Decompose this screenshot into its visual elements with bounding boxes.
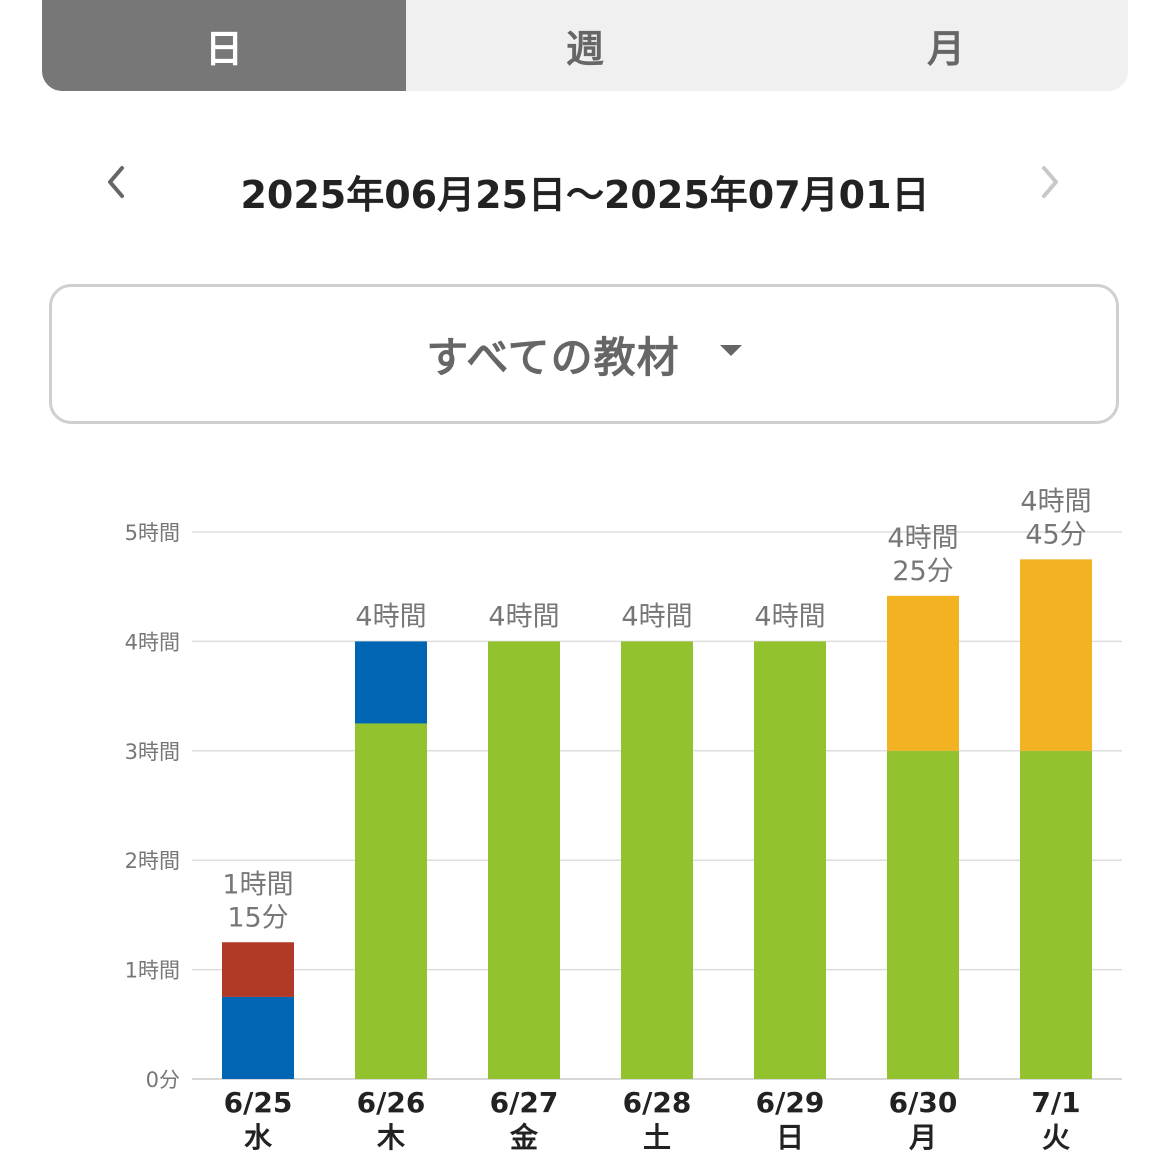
y-tick-label: 5時間 bbox=[125, 521, 180, 545]
x-tick-date: 6/28 bbox=[623, 1086, 692, 1119]
bar-segment bbox=[887, 750, 959, 1079]
x-tick-weekday: 火 bbox=[1042, 1121, 1070, 1154]
date-range-navigator: 2025年06月25日〜2025年07月01日 bbox=[0, 150, 1170, 230]
bar-segment bbox=[1020, 559, 1092, 751]
bar-total-label: 25分 bbox=[892, 556, 953, 587]
tab-week[interactable]: 週 bbox=[565, 27, 604, 71]
bar-segment bbox=[355, 723, 427, 1079]
bar-segment bbox=[355, 641, 427, 724]
x-tick-weekday: 月 bbox=[908, 1121, 937, 1154]
caret-down-icon bbox=[719, 344, 742, 356]
x-tick-weekday: 木 bbox=[376, 1121, 405, 1154]
x-tick-weekday: 水 bbox=[244, 1121, 273, 1154]
x-tick-weekday: 金 bbox=[509, 1121, 539, 1154]
bar-total-label: 45分 bbox=[1025, 519, 1086, 550]
x-tick-date: 6/29 bbox=[756, 1086, 825, 1119]
bar-segment bbox=[1020, 750, 1092, 1079]
bar-total-label: 4時間 bbox=[621, 601, 692, 632]
bar-total-label: 4時間 bbox=[488, 601, 559, 632]
y-tick-label: 0分 bbox=[146, 1068, 180, 1092]
material-selector[interactable]: すべての教材 bbox=[49, 284, 1119, 424]
tab-month[interactable]: 月 bbox=[926, 27, 965, 71]
x-tick-date: 6/30 bbox=[889, 1086, 958, 1119]
y-tick-label: 1時間 bbox=[125, 959, 180, 983]
x-tick-date: 6/27 bbox=[490, 1086, 559, 1119]
bar-segment bbox=[488, 641, 560, 1079]
y-tick-label: 2時間 bbox=[125, 849, 180, 873]
x-tick-weekday: 土 bbox=[643, 1121, 671, 1154]
x-tick-date: 7/1 bbox=[1031, 1086, 1080, 1119]
date-range-label: 2025年06月25日〜2025年07月01日 bbox=[240, 173, 930, 217]
bar-segment bbox=[222, 942, 294, 997]
bar-total-label: 4時間 bbox=[355, 601, 426, 632]
study-time-chart: 0分1時間2時間3時間4時間5時間1時間15分6/25水4時間6/26木4時間6… bbox=[125, 486, 1122, 1154]
chevron-right-icon[interactable] bbox=[1020, 162, 1080, 213]
bar-total-label: 15分 bbox=[227, 902, 288, 933]
bar-total-label: 1時間 bbox=[222, 869, 293, 900]
x-tick-date: 6/25 bbox=[224, 1086, 293, 1119]
bar-segment bbox=[887, 595, 959, 751]
bar-segment bbox=[222, 996, 294, 1079]
bar-total-label: 4時間 bbox=[1020, 486, 1091, 517]
bar-segment bbox=[754, 641, 826, 1079]
material-selector-label: すべての教材 bbox=[426, 332, 680, 382]
y-tick-label: 4時間 bbox=[125, 630, 180, 654]
y-tick-label: 3時間 bbox=[125, 740, 180, 764]
bar-segment bbox=[621, 641, 693, 1079]
tab-day[interactable]: 日 bbox=[42, 0, 406, 91]
bar-total-label: 4時間 bbox=[754, 601, 825, 632]
x-tick-date: 6/26 bbox=[357, 1086, 426, 1119]
x-tick-weekday: 日 bbox=[776, 1121, 804, 1154]
period-tabs: 日 週 月 bbox=[42, 0, 1128, 91]
bar-total-label: 4時間 bbox=[887, 523, 958, 554]
chevron-left-icon[interactable] bbox=[86, 162, 146, 213]
